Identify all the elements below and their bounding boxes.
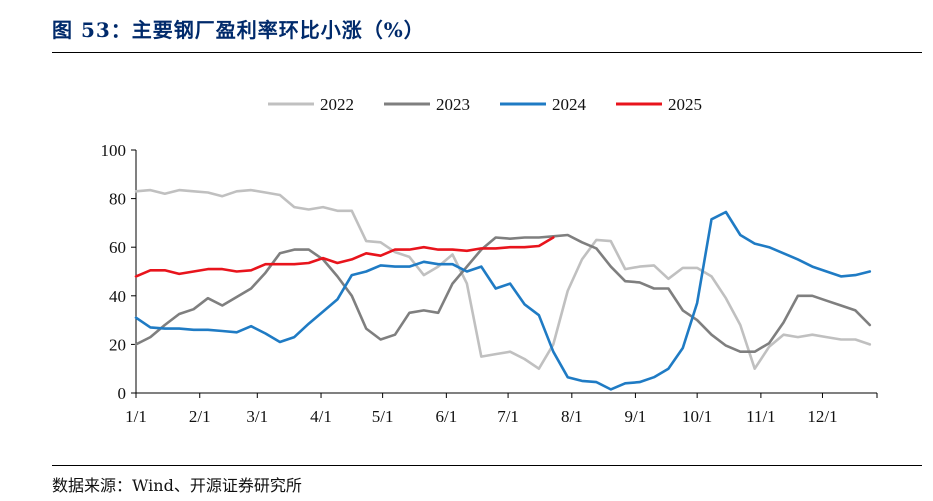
- x-tick-label: 10/1: [682, 407, 712, 426]
- y-tick-label: 80: [109, 190, 126, 209]
- x-tick-label: 9/1: [625, 407, 647, 426]
- chart-legend: 2022 2023 2024 2025: [268, 95, 702, 114]
- x-tick-label: 6/1: [435, 407, 457, 426]
- y-tick-label: 40: [109, 287, 126, 306]
- page-title: 图 53：主要钢厂盈利率环比小涨（%）: [52, 18, 425, 42]
- x-tick-label: 2/1: [189, 407, 211, 426]
- legend-label-2023: 2023: [436, 95, 470, 114]
- x-tick-label: 3/1: [246, 407, 268, 426]
- x-tick-label: 11/1: [746, 407, 776, 426]
- series-line-2024: [134, 210, 872, 391]
- chart-axes: 0 20 40 60 80 100 1/1 2/1 3/1 4/1 5/1 6/1 7/1 8/1 9/1 1…: [101, 141, 878, 426]
- chart-series-lines: [134, 188, 872, 391]
- legend-label-2024: 2024: [552, 95, 587, 114]
- footer-divider: [52, 465, 922, 466]
- legend-label-2022: 2022: [320, 95, 354, 114]
- x-tick-label: 1/1: [125, 407, 147, 426]
- x-tick-label: 4/1: [310, 407, 332, 426]
- y-tick-label: 60: [109, 238, 126, 257]
- y-tick-label: 0: [118, 384, 127, 403]
- y-tick-label: 100: [101, 141, 127, 160]
- source-note: 数据来源：Wind、开源证券研究所: [52, 476, 302, 495]
- x-tick-label: 7/1: [497, 407, 519, 426]
- series-line-2023: [134, 233, 872, 354]
- x-tick-label: 5/1: [372, 407, 394, 426]
- series-line-2022: [134, 188, 872, 371]
- x-tick-label: 12/1: [807, 407, 837, 426]
- series-line-2025: [134, 236, 555, 278]
- y-tick-label: 20: [109, 335, 126, 354]
- x-tick-label: 8/1: [561, 407, 583, 426]
- title-divider: [52, 52, 922, 53]
- legend-label-2025: 2025: [668, 95, 702, 114]
